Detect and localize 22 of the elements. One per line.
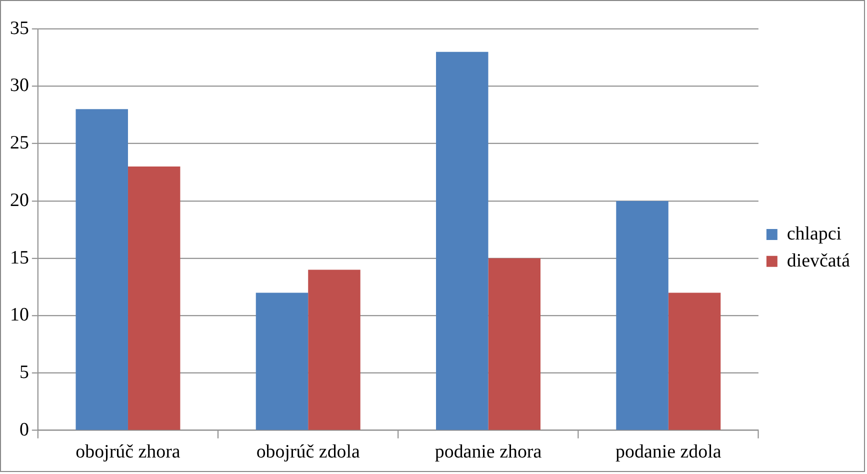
legend-label: chlapci [786,223,842,244]
y-tick-label: 15 [10,247,29,268]
x-tick-label: podanie zhora [434,442,542,463]
x-tick-label: obojrúč zdola [256,442,361,463]
y-tick-label: 0 [19,419,29,440]
x-tick-label: podanie zdola [616,442,722,463]
bar [668,292,721,430]
y-tick-label: 20 [10,190,29,211]
x-tick-label: obojrúč zhora [76,442,181,463]
bar [308,270,360,430]
bar [488,258,540,430]
bar [436,52,488,430]
bar [128,166,180,430]
y-tick-label: 25 [10,132,29,154]
legend-label: dievčatá [786,250,851,272]
y-tick-label: 5 [19,362,29,383]
bar [256,292,308,430]
bar [76,109,128,430]
y-tick-label: 35 [10,18,29,39]
y-tick-label: 10 [10,304,29,326]
bar [616,200,668,430]
y-tick-label: 30 [10,75,29,96]
